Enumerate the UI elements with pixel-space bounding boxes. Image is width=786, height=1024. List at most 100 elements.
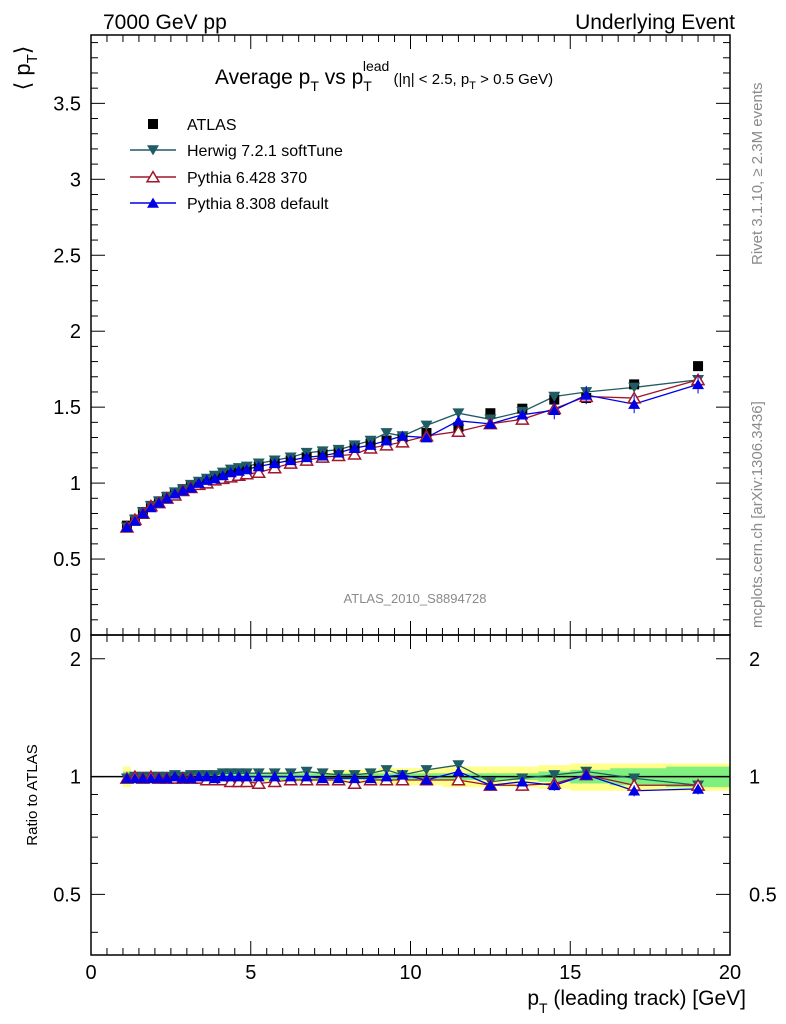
rivet-label: Rivet 3.1.10, ≥ 2.3M events bbox=[749, 83, 766, 266]
ratio-point-pythia-8-308-default bbox=[268, 771, 281, 782]
ylabel-sub: T bbox=[24, 54, 41, 63]
data-point-pythia-6-428-370 bbox=[395, 435, 410, 448]
legend-label: ATLAS bbox=[187, 117, 237, 134]
ratio-point-pythia-8-308-default bbox=[144, 772, 157, 784]
data-point-pythia-8-308-default bbox=[252, 460, 265, 472]
data-point-pythia-8-308-default bbox=[168, 488, 181, 499]
data-point-pythia-8-308-default bbox=[176, 485, 189, 496]
data-point-pythia-8-308-default bbox=[484, 418, 497, 429]
data-point-pythia-8-308-default bbox=[420, 432, 433, 443]
data-point-pythia-6-428-370 bbox=[451, 424, 466, 438]
data-point-pythia-6-428-370 bbox=[251, 465, 267, 479]
series-line-pythia-6-428-370 bbox=[126, 379, 699, 528]
ratio-point-pythia-8-308-default bbox=[216, 771, 229, 782]
title-mid: vs p bbox=[319, 66, 363, 89]
data-point-pythia-8-308-default bbox=[380, 435, 393, 446]
ratio-ytick-label-left: 2 bbox=[70, 649, 81, 671]
main-ytick-label: 1 bbox=[70, 473, 81, 495]
data-point-pythia-8-308-default bbox=[300, 451, 313, 463]
main-ticks bbox=[90, 35, 731, 636]
ratio-ytick-label-right: 1 bbox=[749, 767, 760, 789]
data-point-pythia-8-308-default bbox=[152, 497, 165, 508]
ratio-point-pythia-8-308-default bbox=[316, 772, 329, 784]
ratio-point-pythia-8-308-default bbox=[380, 771, 393, 782]
xlabel-sub: T bbox=[539, 1000, 548, 1016]
data-point-herwig-7-2-1-softtune bbox=[420, 420, 433, 431]
ratio-point-pythia-8-308-default bbox=[120, 772, 133, 784]
legend-label: Herwig 7.2.1 softTune bbox=[187, 143, 343, 160]
analysis-watermark: ATLAS_2010_S8894728 bbox=[344, 591, 487, 606]
x-axis-label: pT (leading track) [GeV] bbox=[527, 987, 746, 1016]
data-point-pythia-8-308-default bbox=[136, 508, 149, 519]
x-tick-label: 20 bbox=[719, 962, 741, 984]
ratio-point-pythia-8-308-default bbox=[364, 772, 377, 784]
data-point-pythia-8-308-default bbox=[192, 477, 205, 488]
ratio-point-pythia-8-308-default bbox=[192, 771, 205, 782]
x-tick-label: 10 bbox=[399, 962, 421, 984]
ratio-point-pythia-8-308-default bbox=[200, 771, 213, 782]
xlabel-p: p bbox=[527, 987, 539, 1010]
legend-label: Pythia 6.428 370 bbox=[187, 170, 307, 187]
data-point-pythia-8-308-default bbox=[128, 515, 141, 526]
ratio-point-pythia-8-308-default bbox=[136, 772, 149, 784]
main-ytick-label: 2 bbox=[70, 321, 81, 343]
ratio-point-pythia-8-308-default bbox=[252, 771, 265, 782]
data-point-pythia-8-308-default bbox=[516, 409, 529, 420]
ratio-point-pythia-6-428-370 bbox=[251, 776, 267, 790]
main-ytick-label: 0 bbox=[70, 625, 81, 647]
ratio-point-herwig-7-2-1-softtune bbox=[548, 770, 561, 781]
data-point-pythia-8-308-default bbox=[240, 464, 253, 475]
data-point-herwig-7-2-1-softtune bbox=[628, 382, 641, 393]
data-point-pythia-8-308-default bbox=[208, 473, 221, 484]
main-ytick-label: 0.5 bbox=[53, 549, 81, 571]
ratio-point-pythia-8-308-default bbox=[232, 771, 245, 782]
data-point-pythia-8-308-default bbox=[284, 454, 297, 466]
header-left: 7000 GeV pp bbox=[103, 11, 227, 34]
ratio-y-axis-label: Ratio to ATLAS bbox=[24, 744, 41, 845]
data-point-pythia-8-308-default bbox=[184, 482, 197, 493]
main-ytick-label: 1.5 bbox=[53, 397, 81, 419]
legend: ATLAS Herwig 7.2.1 softTune Pythia 6.428 3… bbox=[130, 117, 343, 213]
data-point-pythia-8-308-default bbox=[268, 457, 281, 469]
data-point-pythia-8-308-default bbox=[452, 415, 465, 426]
ylabel-open: ⟨ p bbox=[10, 63, 35, 90]
title-cut-a: (|η| < 2.5, p bbox=[389, 71, 469, 88]
ratio-point-pythia-6-428-370 bbox=[451, 773, 466, 786]
data-point-herwig-7-2-1-softtune bbox=[380, 428, 393, 439]
title-cut-sub: T bbox=[469, 80, 476, 92]
data-point-pythia-8-308-default bbox=[144, 502, 157, 513]
legend-label: Pythia 8.308 default bbox=[187, 196, 329, 213]
data-point-pythia-8-308-default bbox=[364, 439, 377, 450]
title-sub1: T bbox=[310, 78, 319, 94]
ratio-point-pythia-8-308-default bbox=[152, 772, 165, 784]
legend-marker bbox=[147, 145, 159, 156]
chart-title: Average pT vs pTlead (|η| < 2.5, pT > 0.… bbox=[215, 58, 553, 94]
legend-marker bbox=[145, 170, 161, 183]
data-point-atlas bbox=[485, 408, 496, 419]
ratio-point-pythia-8-308-default bbox=[176, 772, 189, 784]
ratio-point-pythia-8-308-default bbox=[128, 772, 141, 784]
y-axis-label: ⟨ pT⟩ bbox=[10, 46, 41, 91]
x-tick-label: 15 bbox=[559, 962, 581, 984]
x-tick-labels: 0 5 10 15 20 bbox=[85, 962, 741, 984]
ratio-ytick-label-right: 2 bbox=[749, 649, 760, 671]
ratio-point-pythia-8-308-default bbox=[224, 771, 237, 782]
data-point-pythia-8-308-default bbox=[316, 450, 329, 461]
ratio-point-pythia-8-308-default bbox=[484, 779, 497, 791]
ratio-point-pythia-8-308-default bbox=[284, 771, 297, 782]
ratio-point-herwig-7-2-1-softtune bbox=[420, 765, 433, 776]
ratio-ytick-label-right: 0.5 bbox=[749, 884, 777, 906]
ratio-line-pythia-8-308-default bbox=[126, 770, 699, 792]
ratio-panel: 0.5 0.5 1 1 2 2 0 5 10 15 20 Ratio to ATLAS pT (l… bbox=[24, 634, 777, 1016]
ratio-point-pythia-6-428-370 bbox=[347, 776, 362, 790]
data-point-pythia-8-308-default bbox=[396, 430, 409, 441]
main-series bbox=[119, 361, 706, 533]
data-point-pythia-8-308-default bbox=[348, 442, 361, 453]
ratio-point-pythia-8-308-default bbox=[396, 769, 409, 780]
main-panel: 00.511.522.533.5 ⟨ pT⟩ Average pT vs pTl… bbox=[10, 34, 731, 647]
ratio-ticks bbox=[90, 635, 731, 955]
series-line-herwig-7-2-1-softtune bbox=[126, 379, 699, 528]
x-tick-label: 0 bbox=[85, 962, 96, 984]
data-point-pythia-8-308-default bbox=[216, 470, 229, 481]
